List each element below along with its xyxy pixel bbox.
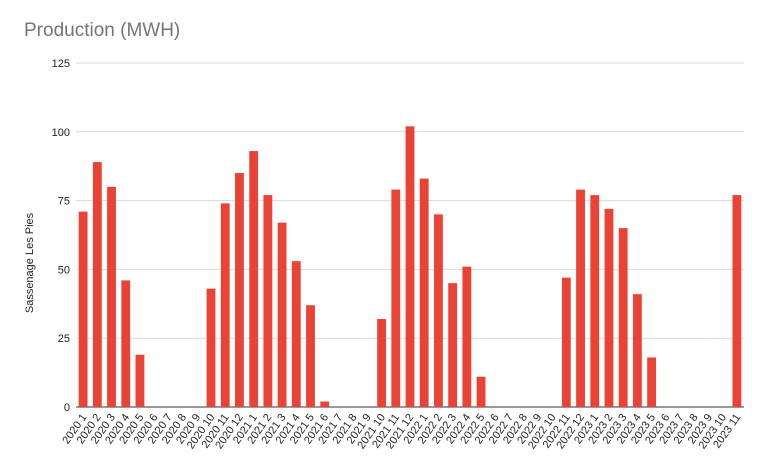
y-axis-ticks: 0 25 50 75 100 125 xyxy=(52,58,70,414)
bar xyxy=(732,195,742,407)
y-axis-label: Sassenage Les Pies xyxy=(24,212,36,313)
bar xyxy=(391,189,401,407)
y-tick-label: 0 xyxy=(64,402,70,414)
bar xyxy=(107,186,116,407)
bar xyxy=(220,203,230,407)
bar xyxy=(291,261,301,407)
bar xyxy=(92,162,102,407)
bar xyxy=(405,126,415,408)
y-tick-label: 50 xyxy=(58,264,70,276)
bar xyxy=(647,357,657,407)
bar xyxy=(235,173,244,407)
bar xyxy=(249,151,259,407)
bar xyxy=(78,211,88,407)
bar xyxy=(121,280,131,407)
bar xyxy=(434,214,443,407)
bars xyxy=(78,126,742,408)
bar xyxy=(448,283,458,407)
bar xyxy=(604,208,614,407)
bar xyxy=(576,189,585,407)
bar xyxy=(263,195,273,407)
y-tick-label: 25 xyxy=(58,333,70,345)
bar xyxy=(135,354,145,407)
bar xyxy=(419,178,429,407)
chart-title: Production (MWH) xyxy=(24,20,181,41)
bar xyxy=(618,228,628,407)
bar xyxy=(462,266,472,407)
y-tick-label: 125 xyxy=(52,58,70,70)
y-tick-label: 75 xyxy=(58,196,70,208)
bar xyxy=(476,376,486,407)
bar xyxy=(377,318,386,407)
bar xyxy=(306,305,315,407)
bar xyxy=(206,288,216,407)
y-tick-label: 100 xyxy=(52,127,70,139)
bar xyxy=(590,195,600,407)
bar xyxy=(632,294,642,407)
bar xyxy=(320,401,330,407)
bar xyxy=(561,277,571,407)
bar xyxy=(277,222,287,407)
